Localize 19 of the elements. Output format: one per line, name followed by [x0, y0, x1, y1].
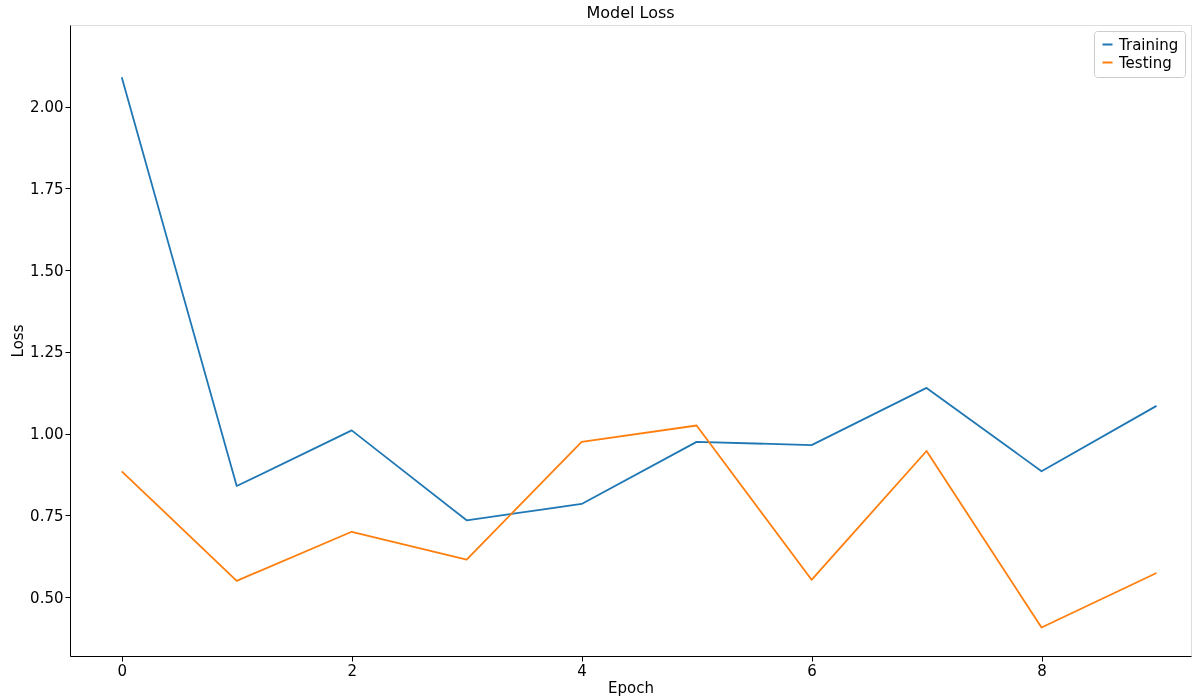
y-axis-title: Loss — [9, 324, 28, 358]
line-series — [120, 424, 1158, 629]
legend-label: Testing — [1118, 53, 1172, 72]
x-tick-label: 2 — [347, 661, 357, 680]
y-tick-label: 1.00 — [30, 425, 64, 444]
y-tick-label: 1.75 — [30, 179, 64, 198]
x-tick-label: 6 — [807, 661, 817, 680]
y-tick-label: 0.75 — [30, 506, 64, 525]
line-series — [120, 76, 1158, 522]
x-tick-label: 4 — [577, 661, 587, 680]
y-tick-label: 1.25 — [30, 343, 64, 362]
y-tick-label: 0.50 — [30, 588, 64, 607]
x-axis-title: Epoch — [608, 678, 654, 697]
x-tick-label: 8 — [1037, 661, 1047, 680]
y-tick-label: 2.00 — [30, 98, 64, 117]
legend-label: Training — [1118, 35, 1179, 54]
y-tick-label: 1.50 — [30, 261, 64, 280]
chart-title: Model Loss — [586, 3, 675, 22]
x-tick-label: 0 — [117, 661, 128, 680]
